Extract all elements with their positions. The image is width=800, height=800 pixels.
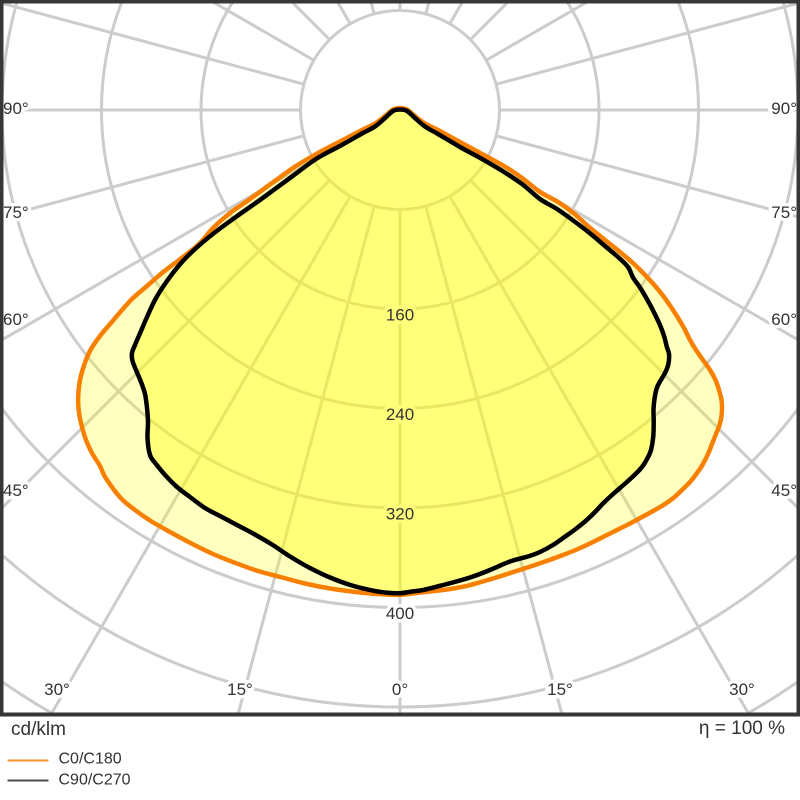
svg-text:60°: 60° (771, 310, 797, 329)
svg-text:30°: 30° (729, 680, 755, 699)
svg-text:C0/C180: C0/C180 (59, 751, 122, 768)
svg-text:60°: 60° (771, 310, 797, 329)
svg-text:C90/C270: C90/C270 (59, 772, 131, 789)
svg-text:320: 320 (386, 505, 414, 524)
svg-text:240: 240 (386, 405, 414, 424)
svg-text:75°: 75° (3, 203, 29, 222)
svg-text:400: 400 (386, 604, 414, 623)
svg-text:400: 400 (386, 604, 414, 623)
svg-text:η = 100 %: η = 100 % (699, 718, 785, 739)
svg-text:75°: 75° (771, 203, 797, 222)
svg-text:15°: 15° (227, 680, 253, 699)
svg-text:90°: 90° (771, 99, 797, 118)
svg-text:75°: 75° (3, 203, 29, 222)
svg-text:60°: 60° (3, 310, 29, 329)
svg-text:60°: 60° (3, 310, 29, 329)
svg-text:75°: 75° (771, 203, 797, 222)
svg-text:45°: 45° (771, 481, 797, 500)
svg-text:0°: 0° (392, 680, 408, 699)
svg-text:0°: 0° (392, 680, 408, 699)
svg-text:cd/klm: cd/klm (11, 719, 66, 740)
svg-text:15°: 15° (227, 680, 253, 699)
svg-text:240: 240 (386, 405, 414, 424)
svg-text:90°: 90° (3, 99, 29, 118)
svg-text:90°: 90° (771, 99, 797, 118)
svg-text:160: 160 (386, 306, 414, 325)
svg-text:90°: 90° (3, 99, 29, 118)
svg-text:30°: 30° (44, 680, 70, 699)
svg-text:45°: 45° (3, 481, 29, 500)
svg-text:320: 320 (386, 505, 414, 524)
svg-text:30°: 30° (729, 680, 755, 699)
svg-text:160: 160 (386, 306, 414, 325)
svg-text:15°: 15° (547, 680, 573, 699)
svg-text:30°: 30° (44, 680, 70, 699)
svg-text:15°: 15° (547, 680, 573, 699)
svg-text:45°: 45° (771, 481, 797, 500)
svg-text:45°: 45° (3, 481, 29, 500)
